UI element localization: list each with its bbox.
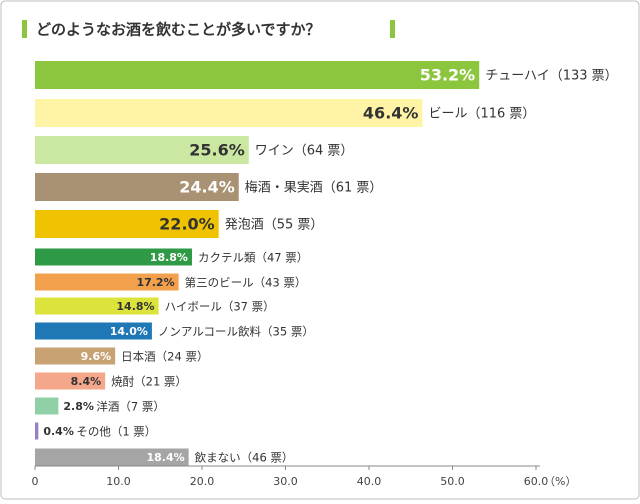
value-label: 18.4% <box>146 451 184 464</box>
bar <box>35 99 423 127</box>
bar <box>35 61 480 89</box>
category-label: ビール（116 票） <box>428 107 535 122</box>
x-tick-label: 20.0 <box>190 475 215 488</box>
value-label: 53.2% <box>420 66 476 85</box>
value-label: 22.0% <box>159 215 215 234</box>
category-label: 飲まない（46 票） <box>195 451 294 465</box>
bar <box>35 273 179 291</box>
x-tick-label: 10.0 <box>106 475 131 488</box>
category-label: 第三のビール（43 票） <box>185 276 307 290</box>
category-label: ワイン（64 票） <box>255 144 354 159</box>
bar <box>35 297 159 315</box>
category-label: その他（1 票） <box>76 425 156 439</box>
x-unit: （%） <box>544 475 576 488</box>
value-label: 18.8% <box>150 251 188 264</box>
bar <box>35 136 249 164</box>
x-tick-label: 50.0 <box>440 475 465 488</box>
bar <box>35 397 59 415</box>
category-label: ハイボール（37 票） <box>165 300 275 314</box>
category-label: 焼酎（21 票） <box>111 375 187 389</box>
x-tick-label: 60.0 <box>524 475 549 488</box>
bar <box>35 347 116 365</box>
x-tick-label: 40.0 <box>357 475 382 488</box>
chart-title: どのようなお酒を飲むことが多いですか？ <box>36 21 321 39</box>
value-label: 0.4% <box>43 425 74 438</box>
category-label: カクテル類（47 票） <box>198 251 308 265</box>
value-label: 9.6% <box>81 350 112 363</box>
category-label: 発泡酒（55 票） <box>225 218 324 233</box>
bar <box>35 422 39 440</box>
bar <box>35 372 106 390</box>
value-label: 25.6% <box>189 141 245 160</box>
category-label: チューハイ（133 票） <box>485 69 617 84</box>
value-label: 24.4% <box>179 178 235 197</box>
value-label: 14.0% <box>110 325 148 338</box>
title-mark <box>390 20 395 38</box>
category-label: ノンアルコール飲料（35 票） <box>158 325 314 339</box>
value-label: 14.8% <box>116 300 154 313</box>
x-tick-label: 30.0 <box>273 475 298 488</box>
bar <box>35 448 189 466</box>
x-tick-label: 0 <box>32 475 39 488</box>
category-label: 日本酒（24 票） <box>121 350 208 364</box>
category-label: 梅酒・果実酒（61 票） <box>245 180 383 196</box>
bar <box>35 173 239 201</box>
value-label: 8.4% <box>71 375 102 388</box>
bar <box>35 248 192 266</box>
category-label: 洋酒（7 票） <box>96 400 164 414</box>
value-label: 2.8% <box>63 400 94 413</box>
bar <box>35 322 152 340</box>
bar <box>35 210 219 238</box>
value-label: 46.4% <box>363 104 419 123</box>
value-label: 17.2% <box>136 276 174 289</box>
title-mark <box>22 20 27 38</box>
